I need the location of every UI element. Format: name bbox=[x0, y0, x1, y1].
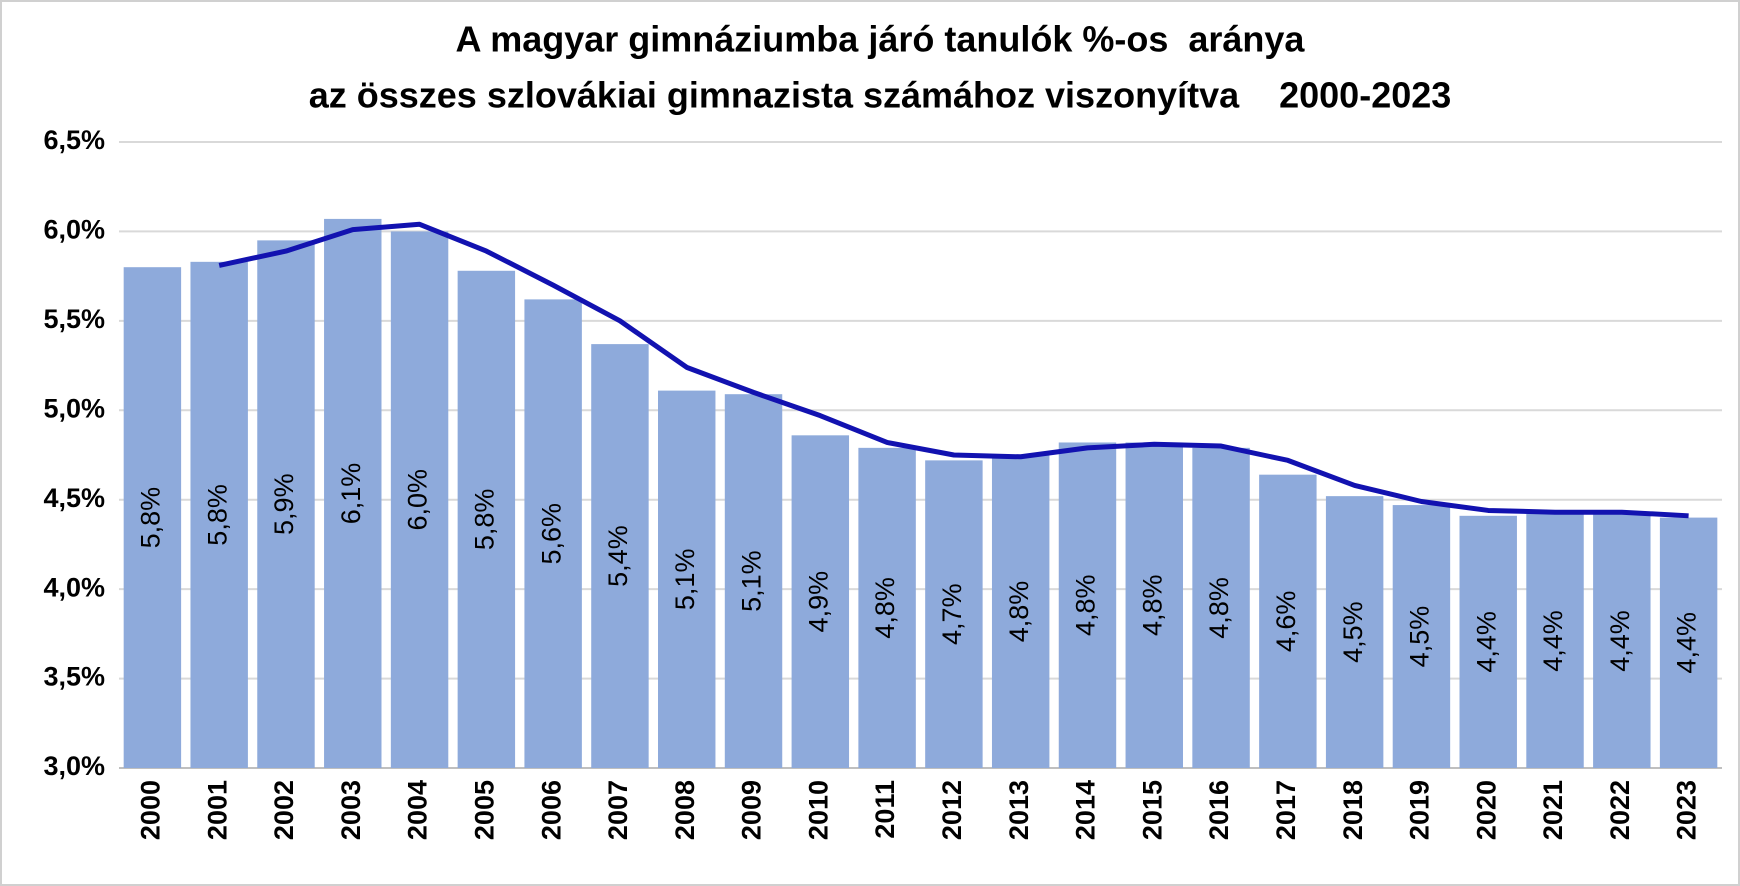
bar bbox=[1593, 514, 1651, 768]
bar bbox=[591, 344, 649, 768]
data-label: 4,8% bbox=[1137, 574, 1167, 636]
bar bbox=[1325, 496, 1384, 768]
x-tick-label: 2004 bbox=[403, 780, 433, 840]
bar bbox=[791, 435, 850, 768]
data-label: 4,8% bbox=[1204, 577, 1234, 639]
x-tick-label: 2006 bbox=[536, 780, 566, 840]
x-tick-label: 2002 bbox=[269, 780, 299, 840]
data-label: 4,4% bbox=[1672, 612, 1702, 674]
data-label: 4,5% bbox=[1338, 601, 1368, 663]
bar bbox=[257, 240, 315, 768]
data-label: 5,4% bbox=[603, 525, 633, 587]
y-tick-label: 4,5% bbox=[43, 483, 105, 513]
data-label: 5,8% bbox=[136, 487, 166, 549]
bar bbox=[123, 267, 182, 768]
bar bbox=[524, 299, 582, 768]
data-label: 4,8% bbox=[1004, 581, 1034, 643]
data-label: 4,4% bbox=[1471, 611, 1501, 673]
bar bbox=[324, 218, 382, 768]
x-tick-label: 2003 bbox=[336, 780, 366, 840]
x-tick-label: 2015 bbox=[1137, 780, 1167, 840]
x-tick-label: 2009 bbox=[737, 780, 767, 840]
y-tick-label: 6,0% bbox=[43, 215, 105, 245]
x-tick-label: 2014 bbox=[1071, 780, 1101, 840]
data-label: 5,8% bbox=[469, 489, 499, 551]
x-tick-label: 2021 bbox=[1538, 780, 1568, 840]
bar bbox=[925, 460, 983, 768]
data-label: 4,4% bbox=[1605, 610, 1635, 672]
bar bbox=[858, 447, 916, 768]
data-label: 5,6% bbox=[536, 503, 566, 565]
x-tick-label: 2023 bbox=[1672, 780, 1702, 840]
bar bbox=[1058, 442, 1117, 768]
data-label: 4,7% bbox=[937, 583, 967, 645]
x-tick-label: 2010 bbox=[803, 780, 833, 840]
bar bbox=[1192, 447, 1250, 768]
y-tick-label: 5,0% bbox=[43, 393, 105, 423]
x-tick-label: 2020 bbox=[1471, 780, 1501, 840]
data-label: 4,8% bbox=[870, 577, 900, 639]
trend-line bbox=[218, 221, 1689, 519]
bar bbox=[1459, 515, 1517, 768]
x-tick-label: 2018 bbox=[1338, 780, 1368, 840]
bar bbox=[1125, 442, 1183, 768]
x-tick-label: 2005 bbox=[469, 780, 499, 840]
bar bbox=[991, 455, 1050, 768]
chart-title: A magyar gimnáziumba járó tanulók %-os a… bbox=[456, 19, 1306, 60]
data-label: 5,9% bbox=[269, 473, 299, 535]
x-tick-label: 2011 bbox=[870, 780, 900, 839]
x-tick-label: 2000 bbox=[136, 780, 166, 840]
bar bbox=[1392, 505, 1451, 768]
data-label: 4,4% bbox=[1538, 610, 1568, 672]
data-label: 6,1% bbox=[336, 463, 366, 525]
bar bbox=[658, 390, 716, 768]
bar bbox=[1259, 474, 1317, 768]
x-tick-label: 2022 bbox=[1605, 780, 1635, 840]
bar bbox=[1526, 514, 1584, 768]
y-tick-label: 3,0% bbox=[43, 751, 105, 781]
data-label: 5,1% bbox=[670, 549, 700, 611]
x-tick-label: 2008 bbox=[670, 780, 700, 840]
y-tick-label: 3,5% bbox=[43, 662, 105, 692]
x-tick-label: 2013 bbox=[1004, 780, 1034, 840]
y-tick-label: 5,5% bbox=[43, 304, 105, 334]
x-tick-label: 2012 bbox=[937, 780, 967, 840]
x-tick-label: 2016 bbox=[1204, 780, 1234, 840]
bar bbox=[1659, 517, 1718, 768]
bar bbox=[724, 394, 783, 768]
data-label: 4,5% bbox=[1405, 606, 1435, 668]
chart-title: az összes szlovákiai gimnazista számához… bbox=[309, 75, 1452, 116]
data-label: 5,8% bbox=[202, 484, 232, 546]
x-tick-label: 2007 bbox=[603, 780, 633, 840]
y-tick-label: 4,0% bbox=[43, 572, 105, 602]
data-label: 4,9% bbox=[803, 571, 833, 633]
x-tick-label: 2001 bbox=[202, 780, 232, 840]
data-label: 6,0% bbox=[403, 469, 433, 531]
x-tick-label: 2017 bbox=[1271, 780, 1301, 840]
y-tick-label: 6,5% bbox=[43, 125, 105, 155]
bar bbox=[190, 261, 248, 768]
bar bbox=[457, 270, 516, 768]
x-tick-label: 2019 bbox=[1405, 780, 1435, 840]
data-label: 4,6% bbox=[1271, 591, 1301, 653]
data-label: 5,1% bbox=[737, 550, 767, 612]
data-label: 4,8% bbox=[1071, 574, 1101, 636]
bar bbox=[390, 231, 449, 768]
